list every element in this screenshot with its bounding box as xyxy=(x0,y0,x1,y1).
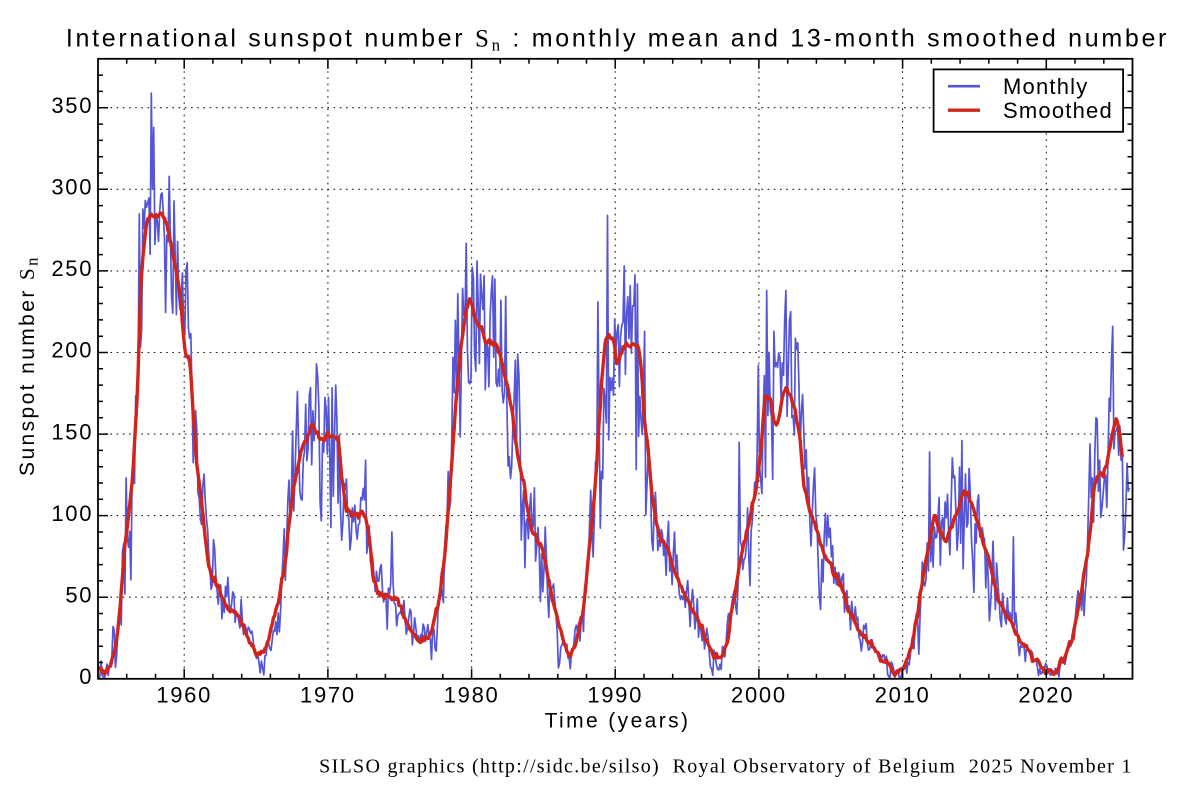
svg-text:250: 250 xyxy=(51,256,93,281)
svg-text:0: 0 xyxy=(79,664,93,689)
svg-text:1970: 1970 xyxy=(300,683,356,708)
svg-text:1990: 1990 xyxy=(587,683,643,708)
svg-text:Smoothed: Smoothed xyxy=(1003,98,1113,123)
svg-text:350: 350 xyxy=(51,93,93,118)
svg-text:2020: 2020 xyxy=(1018,683,1074,708)
svg-text:300: 300 xyxy=(51,175,93,200)
svg-text:Sunspot number Sn: Sunspot number Sn xyxy=(15,255,42,476)
svg-text:200: 200 xyxy=(51,338,93,363)
svg-text:1960: 1960 xyxy=(156,683,212,708)
svg-text:50: 50 xyxy=(65,582,93,607)
svg-text:100: 100 xyxy=(51,501,93,526)
svg-text:150: 150 xyxy=(51,419,93,444)
svg-text:International sunspot number S: International sunspot number Sn : monthl… xyxy=(66,25,1169,55)
svg-text:Monthly: Monthly xyxy=(1003,74,1088,99)
svg-text:Time (years): Time (years) xyxy=(545,710,691,733)
svg-text:2000: 2000 xyxy=(731,683,787,708)
svg-text:SILSO graphics (http://sidc.be: SILSO graphics (http://sidc.be/silso) Ro… xyxy=(319,755,1133,777)
svg-text:2010: 2010 xyxy=(875,683,931,708)
svg-text:1980: 1980 xyxy=(444,683,500,708)
